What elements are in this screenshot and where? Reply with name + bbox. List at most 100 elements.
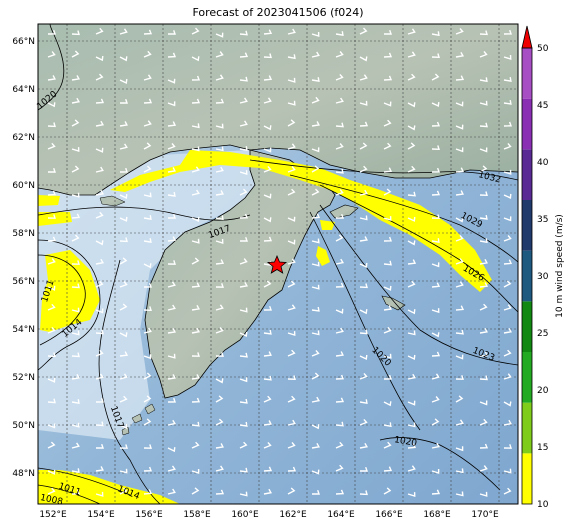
wind-barb bbox=[191, 327, 200, 334]
wind-barb bbox=[311, 442, 321, 449]
wind-barb bbox=[239, 170, 248, 176]
wind-barb bbox=[383, 119, 392, 127]
wind-barb bbox=[71, 422, 80, 428]
wind-barb bbox=[119, 281, 128, 288]
mainland-north bbox=[38, 24, 518, 196]
wind-barb bbox=[455, 217, 464, 223]
wind-barb bbox=[503, 121, 512, 127]
wind-barb bbox=[479, 443, 489, 449]
wind-barb bbox=[239, 441, 248, 449]
wind-barb bbox=[335, 489, 345, 495]
wind-barb bbox=[431, 468, 440, 474]
wind-barb bbox=[311, 261, 320, 267]
wind-barb bbox=[215, 123, 224, 129]
wind-barb bbox=[143, 192, 152, 198]
wind-barb bbox=[431, 418, 440, 426]
wind-barb bbox=[335, 351, 344, 357]
wind-barb bbox=[503, 259, 513, 265]
wind-barb bbox=[431, 31, 440, 37]
wind-barb bbox=[95, 120, 104, 127]
wind-barb bbox=[383, 216, 392, 222]
lon-tick: 158°E bbox=[183, 510, 211, 520]
wind-barb bbox=[47, 190, 57, 196]
wind-barb bbox=[167, 281, 176, 288]
wind-barb bbox=[479, 491, 488, 497]
wind-barb bbox=[191, 166, 200, 173]
wind-barb bbox=[503, 487, 512, 495]
wind-barb bbox=[503, 169, 512, 175]
colorbar-tick: 30 bbox=[537, 272, 549, 282]
wind-barb bbox=[143, 142, 152, 150]
wind-barb bbox=[479, 375, 488, 381]
wind-barb bbox=[215, 443, 224, 449]
wind-barb bbox=[263, 29, 273, 35]
wind-barb bbox=[47, 142, 56, 150]
wind-barb bbox=[47, 236, 57, 242]
lat-tick: 60°N bbox=[12, 181, 35, 191]
wind-barb bbox=[95, 491, 104, 497]
wind-barb bbox=[263, 217, 272, 223]
colorbar-tick: 45 bbox=[537, 101, 548, 111]
wind-barb bbox=[71, 399, 80, 405]
wind-barb bbox=[191, 397, 201, 403]
wind-barb bbox=[167, 374, 176, 380]
wind-barb bbox=[407, 165, 416, 173]
wind-barb bbox=[71, 119, 80, 127]
wind-barb bbox=[215, 283, 224, 288]
colorbar-segment bbox=[522, 48, 532, 99]
wind-barb bbox=[191, 441, 200, 449]
wind-barb bbox=[455, 491, 464, 497]
wind-barb bbox=[287, 304, 296, 311]
wind-barb bbox=[479, 100, 488, 106]
wind-barb bbox=[239, 120, 248, 127]
wind-barb bbox=[95, 258, 104, 265]
wind-barb bbox=[359, 418, 368, 426]
wind-barb bbox=[263, 305, 272, 311]
wind-barb bbox=[167, 236, 177, 242]
wind-barb bbox=[191, 27, 200, 35]
wind-barb bbox=[263, 193, 272, 199]
wind-barb bbox=[215, 32, 224, 38]
wind-barb bbox=[407, 259, 417, 265]
wind-barb bbox=[335, 168, 344, 174]
wind-barb bbox=[431, 102, 440, 108]
wind-barb bbox=[215, 215, 224, 221]
wind-barb bbox=[407, 51, 416, 58]
wind-barb bbox=[191, 75, 200, 81]
isobar-lines bbox=[38, 24, 518, 504]
wind-barb bbox=[95, 147, 104, 153]
colorbar-tick: 35 bbox=[537, 215, 548, 225]
wind-barb bbox=[335, 308, 344, 314]
wind-barb bbox=[71, 260, 80, 265]
wind-barb bbox=[191, 189, 200, 196]
wind-barb bbox=[239, 467, 248, 473]
wind-barb bbox=[311, 77, 320, 82]
wind-barb bbox=[287, 258, 296, 265]
wind-barb bbox=[215, 259, 225, 265]
wind-barb bbox=[143, 282, 152, 288]
wind-barb bbox=[335, 441, 344, 449]
wind-barb bbox=[167, 121, 177, 127]
wind-barb bbox=[215, 395, 224, 403]
wind-barb bbox=[263, 351, 272, 357]
wind-barb bbox=[455, 446, 464, 452]
wind-barb bbox=[47, 285, 56, 291]
wind-barb bbox=[47, 469, 56, 475]
wind-barb bbox=[407, 330, 416, 336]
wind-barb bbox=[263, 236, 273, 242]
wind-barb bbox=[503, 419, 512, 426]
wind-barb bbox=[335, 143, 344, 150]
lon-tick: 164°E bbox=[327, 510, 355, 520]
wind-barb bbox=[383, 142, 392, 150]
wind-barb bbox=[95, 98, 105, 104]
wind-barb bbox=[215, 146, 224, 152]
wind-barb bbox=[239, 491, 248, 497]
wind-barb bbox=[359, 56, 368, 62]
wind-barb bbox=[503, 304, 512, 311]
wind-barb bbox=[263, 375, 272, 381]
wind-barb bbox=[119, 303, 128, 311]
colorbar-frame bbox=[521, 47, 533, 505]
wind-barb bbox=[455, 28, 464, 35]
wind-barb bbox=[503, 216, 512, 222]
wind-barb bbox=[287, 100, 296, 106]
